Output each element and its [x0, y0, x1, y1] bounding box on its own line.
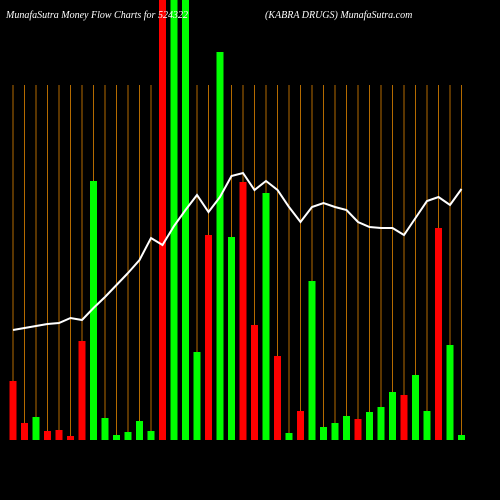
bar	[159, 0, 166, 440]
bar	[239, 182, 247, 440]
bar	[354, 419, 362, 440]
bar	[124, 432, 132, 440]
bar	[366, 412, 373, 440]
bar	[400, 395, 408, 440]
chart-subtitle: (KABRA DRUGS) MunafaSutra.com	[265, 10, 412, 21]
bar	[308, 281, 316, 440]
bar	[458, 435, 465, 440]
bar	[320, 427, 327, 440]
bar	[101, 418, 109, 440]
bar	[182, 0, 189, 440]
bar	[90, 181, 97, 440]
bar	[285, 433, 293, 440]
bar	[297, 411, 304, 440]
bar	[136, 421, 143, 440]
bar	[412, 375, 419, 440]
bar	[331, 423, 339, 440]
bar	[274, 356, 281, 440]
bar	[446, 345, 454, 440]
bar	[228, 237, 235, 440]
bar	[216, 52, 224, 440]
money-flow-line	[12, 171, 463, 331]
chart-title: MunafaSutra Money Flow Charts for 524322	[5, 10, 188, 21]
bar	[32, 417, 40, 440]
bar	[389, 392, 396, 440]
bar	[205, 235, 212, 440]
bar	[9, 381, 17, 440]
bar	[262, 193, 270, 440]
bar	[21, 423, 28, 440]
bars	[9, 0, 465, 440]
bar	[343, 416, 350, 440]
bar	[67, 436, 74, 440]
bar	[78, 341, 86, 440]
bar	[423, 411, 431, 440]
bar	[170, 0, 178, 440]
bar	[44, 431, 51, 440]
bar	[435, 228, 442, 440]
bar	[147, 431, 155, 440]
bar	[251, 325, 258, 440]
bar	[377, 407, 385, 440]
bar	[55, 430, 63, 440]
bar	[193, 352, 201, 440]
bar	[113, 435, 120, 440]
